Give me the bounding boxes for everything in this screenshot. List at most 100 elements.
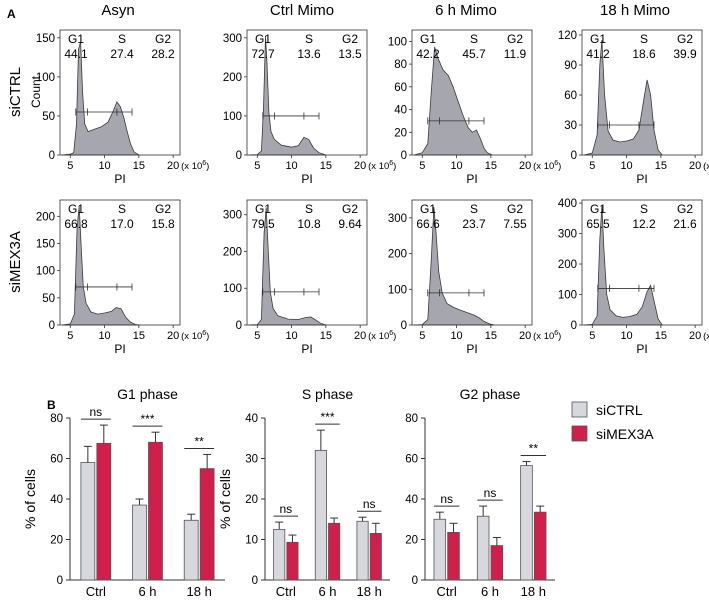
y-tick-label: 100 bbox=[223, 111, 242, 123]
phase-value-g2: 28.2 bbox=[151, 47, 175, 61]
bar-sictrl bbox=[476, 515, 490, 581]
y-tick-label: 0 bbox=[571, 150, 577, 162]
phase-header-s: S bbox=[640, 202, 648, 216]
y-tick-label: 30 bbox=[564, 120, 577, 132]
x-multiplier-exponent: 6 bbox=[202, 160, 206, 167]
histogram-frame bbox=[59, 199, 181, 326]
phase-value-g1: 41.2 bbox=[586, 47, 610, 61]
x-multiplier-close: ) bbox=[558, 161, 561, 172]
x-multiplier-close: ) bbox=[558, 331, 561, 342]
phase-header-g2: G2 bbox=[507, 32, 523, 46]
legend: siCTRL siMEX3A bbox=[571, 401, 654, 442]
row-label-simex3a: siMEX3A bbox=[7, 231, 24, 293]
x-tick-label: 20 bbox=[689, 160, 701, 172]
x-axis-label: PI bbox=[466, 342, 477, 356]
x-axis-label: PI bbox=[114, 172, 125, 186]
significance-label: ** bbox=[194, 434, 204, 448]
y-tick-label: 100 bbox=[36, 266, 55, 278]
bar-sictrl bbox=[273, 528, 286, 581]
y-tick-label: 80 bbox=[394, 59, 407, 71]
category-label: 6 h bbox=[481, 584, 499, 599]
x-tick-label: 15 bbox=[133, 160, 145, 172]
y-tick-label: 20 bbox=[245, 494, 258, 506]
phase-header-s: S bbox=[118, 32, 126, 46]
phase-value-g1: 72.7 bbox=[251, 47, 275, 61]
x-tick-label: 5 bbox=[419, 330, 425, 342]
x-multiplier-close: ) bbox=[393, 161, 396, 172]
column-title-asyn: Asyn bbox=[101, 2, 134, 19]
y-tick-label: 80 bbox=[50, 413, 63, 425]
y-tick-label: 300 bbox=[223, 210, 242, 222]
y-tick-label: 0 bbox=[252, 575, 258, 587]
phase-header-g1: G1 bbox=[255, 32, 271, 46]
bar-simex3a bbox=[96, 442, 112, 581]
x-tick-label: 15 bbox=[485, 160, 497, 172]
phase-value-g1: 44.1 bbox=[64, 47, 88, 61]
phase-value-s: 23.7 bbox=[462, 217, 486, 231]
significance-label: *** bbox=[140, 412, 154, 426]
phase-header-g1: G1 bbox=[590, 32, 606, 46]
histogram-frame bbox=[581, 29, 703, 156]
phase-value-g1: 65.5 bbox=[586, 217, 610, 231]
row-label-count: Count bbox=[29, 75, 43, 108]
x-tick-label: 5 bbox=[67, 160, 73, 172]
phase-header-g1: G1 bbox=[420, 32, 436, 46]
y-tick-label: 0 bbox=[571, 320, 577, 332]
x-multiplier-close: ) bbox=[393, 331, 396, 342]
y-tick-label: 50 bbox=[42, 111, 55, 123]
x-tick-label: 20 bbox=[167, 330, 179, 342]
phase-value-g1: 66.8 bbox=[64, 217, 88, 231]
phase-value-g2: 9.64 bbox=[338, 217, 362, 231]
bar-simex3a bbox=[286, 541, 299, 581]
phase-header-s: S bbox=[470, 202, 478, 216]
x-tick-label: 5 bbox=[67, 330, 73, 342]
y-tick-label: 120 bbox=[558, 30, 577, 42]
phase-header-g2: G2 bbox=[155, 202, 171, 216]
phase-value-s: 10.8 bbox=[297, 217, 321, 231]
x-tick-label: 5 bbox=[589, 330, 595, 342]
significance-label: ns bbox=[440, 492, 453, 506]
phase-value-s: 17.0 bbox=[110, 217, 134, 231]
y-tick-label: 60 bbox=[405, 454, 418, 466]
legend-swatch-sictrl bbox=[571, 401, 588, 418]
category-label: 18 h bbox=[187, 584, 212, 599]
x-tick-label: 5 bbox=[254, 330, 260, 342]
bar-sictrl bbox=[356, 520, 369, 581]
category-label: 6 h bbox=[138, 584, 156, 599]
significance-label: ** bbox=[529, 442, 539, 456]
x-tick-label: 20 bbox=[167, 160, 179, 172]
x-axis-label: PI bbox=[301, 172, 312, 186]
phase-value-g2: 11.9 bbox=[504, 47, 527, 61]
phase-value-s: 13.6 bbox=[297, 47, 321, 61]
y-tick-label: 200 bbox=[223, 246, 242, 258]
phase-header-g1: G1 bbox=[255, 202, 271, 216]
y-tick-label: 200 bbox=[36, 211, 55, 223]
histogram-area bbox=[584, 39, 663, 156]
x-tick-label: 20 bbox=[354, 160, 366, 172]
x-tick-label: 15 bbox=[655, 330, 667, 342]
y-tick-label: 300 bbox=[223, 33, 242, 45]
x-tick-label: 10 bbox=[285, 160, 297, 172]
y-tick-label: 150 bbox=[36, 33, 55, 45]
legend-label-simex3a: siMEX3A bbox=[596, 426, 654, 442]
x-tick-label: 10 bbox=[285, 330, 297, 342]
x-tick-label: 15 bbox=[133, 330, 145, 342]
phase-header-s: S bbox=[305, 202, 313, 216]
column-title-6h-mimo: 6 h Mimo bbox=[435, 2, 497, 19]
phase-header-g1: G1 bbox=[420, 202, 436, 216]
x-tick-label: 5 bbox=[589, 160, 595, 172]
bar-sictrl bbox=[314, 449, 327, 581]
x-multiplier-label: (x 106) bbox=[703, 160, 709, 172]
panel-label-b: B bbox=[47, 398, 56, 412]
x-multiplier-close: ) bbox=[206, 161, 209, 172]
y-tick-label: 0 bbox=[236, 150, 242, 162]
y-tick-label: 0 bbox=[401, 150, 407, 162]
y-tick-label: 0 bbox=[401, 320, 407, 332]
x-tick-label: 10 bbox=[450, 330, 462, 342]
bar-sictrl bbox=[132, 504, 147, 581]
y-tick-label: 200 bbox=[223, 72, 242, 84]
x-tick-label: 15 bbox=[320, 160, 332, 172]
